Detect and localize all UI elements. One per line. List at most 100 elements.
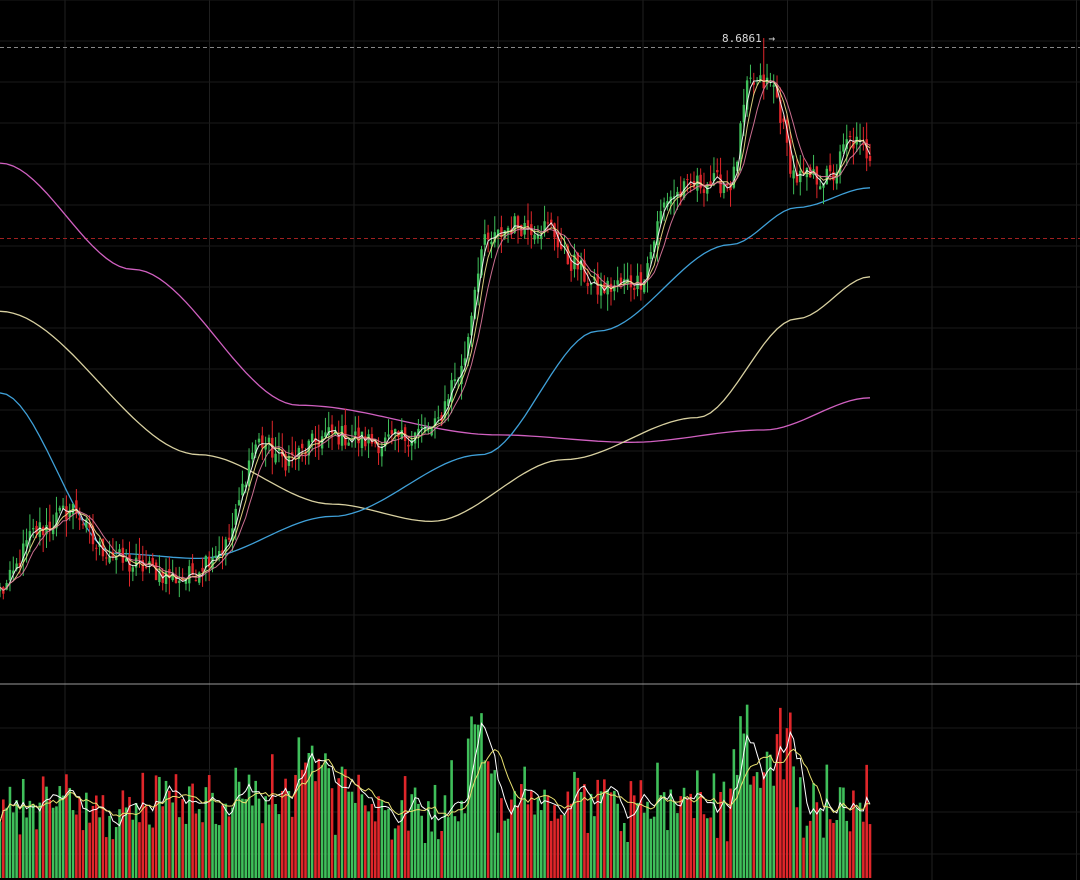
candle-body: [291, 452, 294, 455]
candle-body: [374, 441, 377, 444]
volume-bar: [81, 830, 85, 878]
candle-body: [327, 427, 330, 436]
volume-bar: [838, 787, 842, 878]
candle-body: [450, 380, 453, 403]
volume-bar: [759, 787, 762, 878]
volume-bar: [393, 828, 397, 878]
volume-bar: [802, 837, 805, 878]
candle-body: [646, 263, 649, 278]
volume-bar: [407, 830, 410, 878]
volume-bar: [619, 831, 623, 878]
candle-body: [779, 99, 782, 123]
volume-bar: [158, 776, 161, 878]
candle-body: [613, 285, 616, 292]
volume-bar: [692, 818, 696, 878]
volume-bar: [566, 791, 570, 878]
volume-bar: [11, 812, 15, 878]
candle-body: [586, 282, 589, 287]
candle-body: [516, 216, 520, 229]
volume-bar: [191, 783, 194, 878]
volume-bar: [304, 762, 307, 878]
candle-body: [68, 510, 71, 517]
candle-body: [400, 429, 403, 439]
volume-bar: [300, 769, 304, 878]
candle-body: [111, 552, 115, 558]
volume-bar: [609, 792, 613, 878]
volume-bar: [553, 805, 556, 878]
volume-bar: [367, 811, 370, 878]
volume-bar: [795, 807, 799, 878]
candle-body: [18, 562, 22, 567]
volume-bar: [91, 805, 95, 878]
volume-bar: [317, 758, 321, 878]
candle-body: [237, 500, 241, 506]
volume-bar: [762, 772, 766, 878]
volume-bar: [380, 800, 384, 878]
candle-body: [38, 522, 42, 537]
candle-body: [573, 254, 576, 270]
candle-body: [652, 241, 656, 252]
volume-bar: [513, 791, 516, 878]
candle-body: [739, 123, 742, 160]
candle-body: [540, 235, 543, 239]
volume-bar: [483, 760, 487, 878]
candle-body: [486, 232, 490, 240]
volume-bar: [138, 822, 141, 878]
volume-bar: [798, 777, 802, 878]
candle-body: [324, 432, 327, 438]
volume-bar: [676, 813, 679, 878]
candle-body: [261, 435, 264, 448]
volume-bar: [629, 781, 633, 878]
candle-body: [848, 135, 852, 137]
candle-body: [699, 174, 702, 189]
volume-bar: [732, 749, 736, 878]
volume-bar: [55, 806, 58, 878]
volume-bar: [715, 837, 719, 878]
candle-body: [347, 442, 350, 446]
volume-bar: [164, 780, 168, 878]
candle-body: [5, 583, 8, 590]
volume-bar: [85, 792, 88, 878]
volume-bar: [603, 779, 606, 878]
volume-bar: [314, 781, 317, 878]
candle-body: [217, 550, 221, 558]
candle-body: [300, 443, 304, 449]
candle-body: [75, 500, 78, 514]
candle-body: [407, 444, 410, 447]
volume-bar: [769, 754, 772, 878]
candle-body: [676, 191, 679, 198]
candle-body: [633, 287, 636, 290]
candle-body: [659, 211, 663, 224]
volume-bar: [725, 841, 729, 878]
candle-body: [320, 436, 324, 449]
candle-body: [48, 521, 52, 531]
candle-body: [191, 563, 194, 576]
volume-bar: [154, 775, 158, 878]
volume-bar: [141, 772, 145, 878]
candle-body: [184, 579, 188, 584]
volume-bar: [473, 724, 477, 878]
candle-body: [427, 430, 430, 432]
volume-bar: [782, 779, 785, 878]
volume-bar: [18, 834, 22, 878]
candle-body: [387, 434, 390, 437]
volume-bar: [662, 792, 666, 878]
volume-bar: [207, 775, 211, 878]
volume-bar: [174, 774, 178, 878]
volume-bar: [204, 787, 208, 878]
candle-body: [603, 283, 606, 293]
candle-body: [164, 570, 168, 584]
candle-body: [716, 170, 719, 173]
candle-body: [453, 379, 457, 382]
volume-ma2-line: [0, 748, 871, 822]
candle-body: [207, 556, 211, 568]
volume-bar: [61, 795, 65, 878]
volume-bar: [403, 776, 407, 878]
volume-bar: [5, 807, 8, 878]
ma-fast2-line: [0, 79, 871, 592]
candle-body: [51, 528, 55, 535]
volume-bar: [563, 814, 566, 878]
candle-body: [337, 434, 340, 445]
candle-body: [443, 401, 447, 419]
candle-body: [85, 519, 88, 528]
